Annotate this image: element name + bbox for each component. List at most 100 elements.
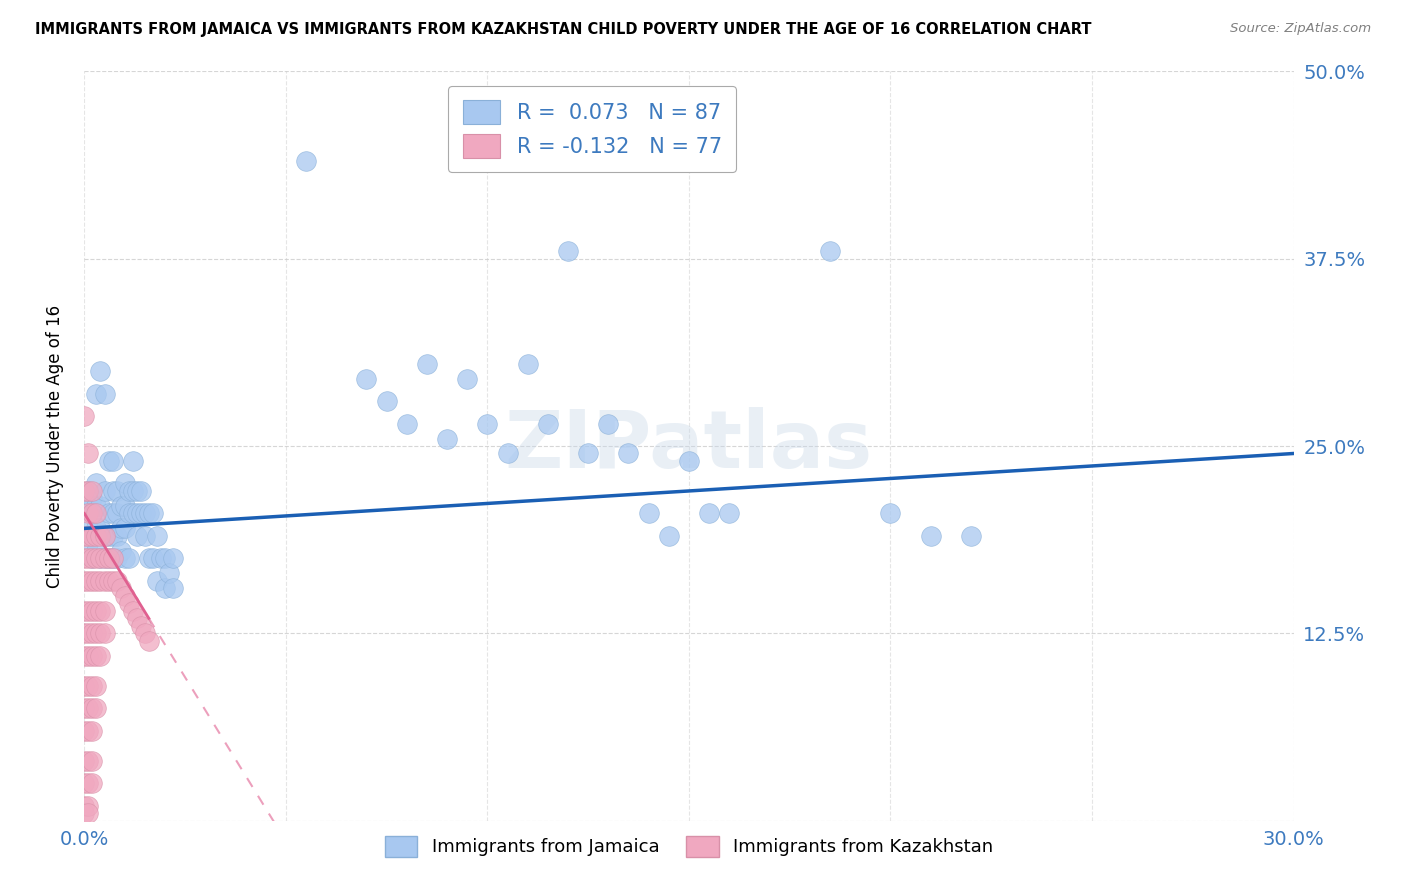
Point [93, 386, 115, 401]
Point [89, 551, 111, 566]
Point [101, 507, 124, 521]
Point [82, 491, 104, 506]
Point [129, 483, 152, 498]
Point [86, 626, 108, 640]
Point [73, 754, 96, 768]
Point [73, 604, 96, 618]
Point [77, 701, 100, 715]
Point [101, 529, 124, 543]
Point [77, 521, 100, 535]
Point [82, 551, 104, 566]
Point [114, 521, 136, 535]
Point [436, 432, 458, 446]
Point [77, 529, 100, 543]
Point [416, 357, 439, 371]
Point [101, 454, 124, 468]
Point [110, 499, 132, 513]
Point [82, 604, 104, 618]
Point [105, 529, 128, 543]
Point [82, 626, 104, 640]
Point [77, 536, 100, 550]
Point [157, 566, 180, 581]
Point [576, 446, 599, 460]
Point [86, 574, 108, 588]
Point [93, 483, 115, 498]
Point [93, 626, 115, 640]
Point [105, 551, 128, 566]
Point [86, 507, 108, 521]
Point [617, 446, 640, 460]
Point [101, 551, 124, 566]
Point [146, 574, 169, 588]
Point [73, 483, 96, 498]
Point [86, 521, 108, 535]
Point [82, 529, 104, 543]
Point [77, 604, 100, 618]
Point [93, 551, 115, 566]
Point [101, 483, 124, 498]
Point [89, 626, 111, 640]
Point [162, 551, 184, 566]
Point [125, 611, 148, 625]
Point [97, 551, 120, 566]
Point [97, 574, 120, 588]
Point [86, 476, 108, 491]
Point [73, 529, 96, 543]
Point [125, 507, 148, 521]
Point [93, 529, 115, 543]
Point [73, 701, 96, 715]
Point [89, 364, 111, 378]
Point [375, 394, 398, 409]
Point [77, 507, 100, 521]
Point [920, 529, 942, 543]
Point [82, 574, 104, 588]
Point [118, 551, 141, 566]
Point [121, 483, 143, 498]
Point [89, 499, 111, 513]
Point [77, 499, 100, 513]
Point [129, 507, 152, 521]
Point [73, 574, 96, 588]
Point [86, 499, 108, 513]
Point [101, 551, 124, 566]
Point [818, 244, 841, 259]
Point [77, 483, 100, 498]
Point [129, 619, 152, 633]
Point [557, 244, 579, 259]
Point [162, 582, 184, 596]
Point [77, 806, 100, 821]
Point [93, 574, 115, 588]
Point [89, 574, 111, 588]
Point [73, 648, 96, 663]
Point [93, 529, 115, 543]
Point [105, 507, 128, 521]
Point [82, 754, 104, 768]
Point [73, 679, 96, 693]
Point [138, 633, 160, 648]
Point [86, 701, 108, 715]
Point [73, 409, 96, 423]
Point [121, 507, 143, 521]
Point [82, 551, 104, 566]
Point [110, 521, 132, 535]
Point [356, 371, 378, 385]
Point [73, 798, 96, 813]
Point [105, 483, 128, 498]
Point [114, 476, 136, 491]
Point [89, 551, 111, 566]
Point [121, 604, 143, 618]
Point [82, 529, 104, 543]
Point [73, 776, 96, 790]
Point [105, 574, 128, 588]
Point [678, 454, 700, 468]
Point [86, 648, 108, 663]
Point [598, 417, 620, 431]
Point [697, 507, 720, 521]
Point [77, 648, 100, 663]
Point [718, 507, 741, 521]
Point [77, 446, 100, 460]
Point [86, 544, 108, 558]
Point [82, 723, 104, 738]
Point [97, 507, 120, 521]
Point [134, 529, 156, 543]
